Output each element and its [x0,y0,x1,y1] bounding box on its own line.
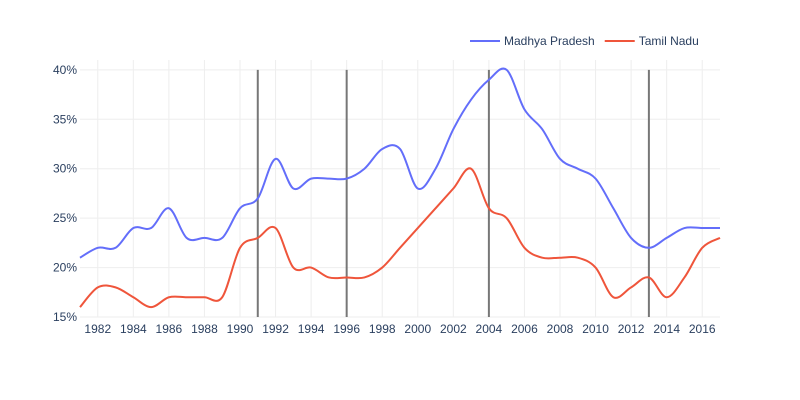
x-tick-label: 1982 [84,322,111,336]
x-tick-label: 1992 [262,322,289,336]
y-axis: 15% 20% 25% 30% 35% 40% [53,63,77,324]
series-lines [79,67,721,309]
x-tick-label: 2008 [547,322,574,336]
vertical-markers [256,69,650,317]
x-tick-label: 2006 [511,322,538,336]
series-line-madhya-pradesh [79,67,720,259]
x-tick-label: 1984 [120,322,147,336]
legend-item-madhya-pradesh[interactable]: Madhya Pradesh [470,34,595,48]
y-tick-label: 25% [53,211,77,225]
y-tick-label: 35% [53,112,77,126]
y-tick-label: 20% [53,261,77,275]
x-tick-label: 2010 [582,322,609,336]
x-tick-label: 1994 [298,322,325,336]
x-tick-label: 1988 [191,322,218,336]
legend-label: Madhya Pradesh [504,34,595,48]
x-tick-label: 2014 [653,322,680,336]
x-tick-label: 1986 [156,322,183,336]
x-tick-label: 2002 [440,322,467,336]
x-tick-label: 2004 [476,322,503,336]
series-line-tamil-nadu [79,167,721,309]
x-tick-label: 1996 [333,322,360,336]
x-tick-label: 2000 [404,322,431,336]
y-tick-label: 15% [53,310,77,324]
x-tick-label: 2012 [618,322,645,336]
legend[interactable]: Madhya Pradesh Tamil Nadu [470,34,699,48]
x-axis: 1982 1984 1986 1988 1990 1992 1994 1996 1998 2000… [84,322,715,336]
y-tick-label: 40% [53,63,77,77]
y-tick-label: 30% [53,162,77,176]
legend-label: Tamil Nadu [639,34,699,48]
x-tick-label: 1998 [369,322,396,336]
grid [80,60,720,318]
x-tick-label: 2016 [689,322,716,336]
legend-item-tamil-nadu[interactable]: Tamil Nadu [604,34,699,48]
x-tick-label: 1990 [227,322,254,336]
